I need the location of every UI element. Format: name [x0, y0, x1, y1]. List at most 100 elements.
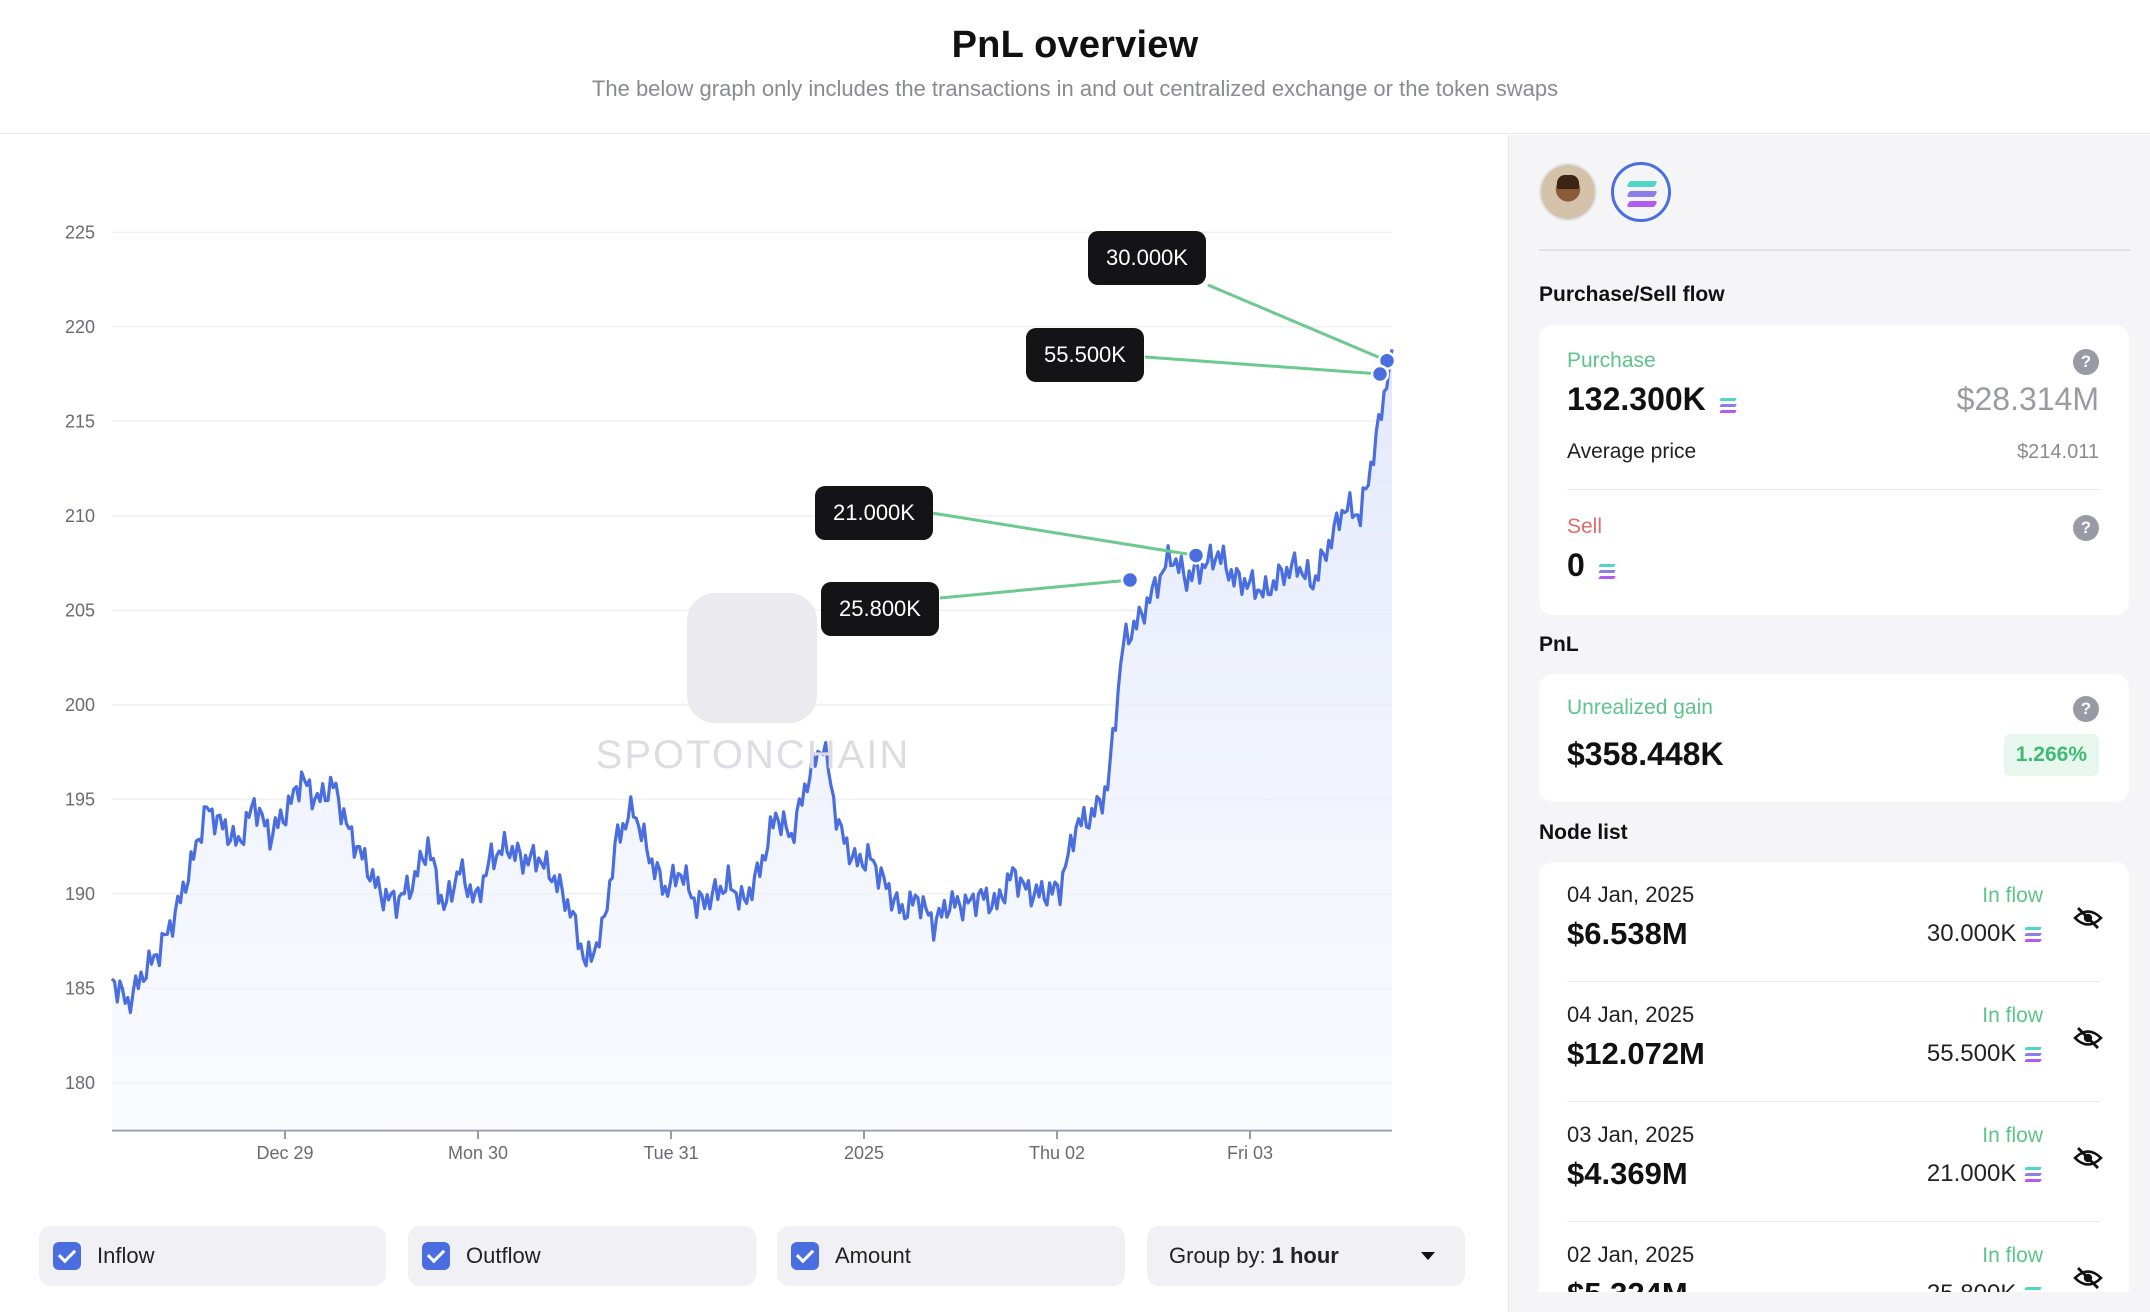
node-marker[interactable]: [1120, 570, 1140, 590]
page-title: PnL overview: [951, 24, 1199, 66]
purchase-label: Purchase: [1567, 349, 1656, 372]
divider: [1539, 249, 2130, 251]
node-list-card: 04 Jan, 2025 $6.538M In flow 30.000K 04 …: [1539, 862, 2129, 1312]
caret-down-icon[interactable]: [1421, 1252, 1435, 1260]
price-chart[interactable]: 180 185 190 195 200 205 210 215 220 225 Dec 29 Mon …: [0, 135, 1508, 1215]
average-price-label: Average price: [1567, 440, 1697, 463]
amount-label: Amount: [835, 1243, 911, 1268]
y-tick-label: 185: [65, 978, 95, 998]
marker-connector: [939, 578, 1131, 600]
node-list-title: Node list: [1539, 821, 1628, 844]
x-tick-label: Mon 30: [448, 1143, 508, 1163]
list-item[interactable]: 03 Jan, 2025 $4.369M In flow 21.000K: [1539, 1102, 2129, 1222]
marker-connector: [1144, 355, 1381, 376]
marker-tooltip: 30.000K: [1088, 231, 1206, 285]
y-tick-label: 190: [65, 884, 95, 904]
help-circle-icon[interactable]: ?: [2073, 515, 2099, 541]
node-amount: 21.000K: [1926, 1160, 2017, 1187]
page-subtitle: The below graph only includes the transa…: [591, 76, 1559, 101]
marker-connector: [1207, 283, 1388, 363]
divider: [1567, 1101, 2101, 1102]
node-marker[interactable]: [1186, 546, 1206, 565]
node-flow: In flow: [1982, 1004, 2043, 1027]
wallet-avatar[interactable]: [1539, 163, 1597, 221]
marker-tooltip: 25.800K: [821, 582, 939, 636]
series-line[interactable]: [110, 349, 1394, 1015]
pnl-title: PnL: [1539, 633, 1579, 656]
x-tick-label: 2025: [844, 1143, 884, 1163]
group-by-select[interactable]: Group by: 1 hour: [1147, 1226, 1465, 1286]
outflow-label: Outflow: [466, 1243, 541, 1268]
node-amount-row: 30.000K: [1927, 920, 2043, 948]
solana-token-icon: [1597, 563, 1617, 580]
node-marker[interactable]: [1370, 364, 1390, 384]
purchase-usd: $28.314M: [1956, 381, 2099, 417]
list-item[interactable]: 04 Jan, 2025 $12.072M In flow 55.500K: [1539, 982, 2129, 1102]
checkbox-checked-icon[interactable]: [791, 1242, 819, 1270]
x-tick-label: Thu 02: [1029, 1143, 1085, 1163]
node-flow: In flow: [1982, 1244, 2043, 1267]
help-circle-icon[interactable]: ?: [2073, 349, 2099, 375]
node-usd: $6.538M: [1567, 916, 1688, 951]
help-circle-icon[interactable]: ?: [2073, 696, 2099, 722]
checkbox-checked-icon[interactable]: [422, 1242, 450, 1270]
node-amount: 30.000K: [1926, 920, 2017, 947]
solana-token-icon: [2023, 1166, 2043, 1183]
eye-off-icon[interactable]: [2073, 1266, 2103, 1290]
node-flow: In flow: [1982, 884, 2043, 907]
y-tick-label: 195: [65, 789, 95, 809]
pnl-chart-area: 180 185 190 195 200 205 210 215 220 225 Dec 29 Mon …: [0, 135, 1508, 1312]
eye-off-icon[interactable]: [2073, 906, 2103, 930]
divider: [1567, 1221, 2101, 1222]
solana-token-icon[interactable]: [1611, 162, 1671, 222]
solana-token-icon: [1718, 397, 1738, 414]
node-amount-row: 55.500K: [1927, 1040, 2043, 1068]
node-date: 02 Jan, 2025: [1567, 1242, 1695, 1267]
sidebar-fade: [1509, 1292, 2150, 1312]
node-usd: $4.369M: [1567, 1156, 1688, 1191]
inflow-label: Inflow: [97, 1243, 155, 1268]
sidebar: Purchase/Sell flow Purchase ? 132.300K $…: [1508, 135, 2150, 1312]
solana-token-icon: [2023, 1046, 2043, 1063]
purchase-amount: 132.300K: [1567, 381, 1706, 417]
y-tick-label: 205: [65, 600, 95, 620]
unrealized-gain-label: Unrealized gain: [1567, 696, 1713, 719]
marker-tooltip: 55.500K: [1026, 328, 1144, 382]
node-date: 03 Jan, 2025: [1567, 1122, 1695, 1147]
node-date: 04 Jan, 2025: [1567, 882, 1695, 907]
y-tick-label: 220: [65, 317, 95, 337]
solana-token-icon: [2023, 926, 2043, 943]
x-tick-label: Tue 31: [643, 1143, 698, 1163]
y-tick-label: 215: [65, 411, 95, 431]
node-flow: In flow: [1982, 1124, 2043, 1147]
checkbox-checked-icon[interactable]: [53, 1242, 81, 1270]
sell-amount: 0: [1567, 547, 1585, 583]
node-amount: 55.500K: [1926, 1040, 2017, 1067]
node-amount-row: 21.000K: [1927, 1160, 2043, 1188]
unrealized-gain-value: $358.448K: [1567, 736, 1724, 772]
marker-tooltip: 21.000K: [815, 486, 933, 540]
y-tick-label: 200: [65, 695, 95, 715]
y-tick-label: 180: [65, 1073, 95, 1093]
y-tick-label: 225: [65, 222, 95, 242]
marker-connector: [931, 511, 1197, 557]
list-item[interactable]: 04 Jan, 2025 $6.538M In flow 30.000K: [1539, 862, 2129, 982]
group-by-label: Group by:: [1169, 1243, 1266, 1268]
node-date: 04 Jan, 2025: [1567, 1002, 1695, 1027]
series-area: [112, 349, 1392, 1130]
y-tick-label: 210: [65, 506, 95, 526]
average-price-value: $214.011: [2017, 441, 2099, 463]
divider: [1567, 489, 2101, 490]
pnl-card: Unrealized gain ? $358.448K 1.266%: [1539, 674, 2129, 802]
purchase-sell-card: Purchase ? 132.300K $28.314M Average pri…: [1539, 325, 2129, 615]
group-by-value: 1 hour: [1271, 1243, 1339, 1268]
eye-off-icon[interactable]: [2073, 1146, 2103, 1170]
inflow-toggle[interactable]: Inflow: [39, 1226, 386, 1286]
amount-toggle[interactable]: Amount: [777, 1226, 1125, 1286]
eye-off-icon[interactable]: [2073, 1026, 2103, 1050]
sell-label: Sell: [1567, 515, 1603, 538]
divider: [1567, 981, 2101, 982]
outflow-toggle[interactable]: Outflow: [408, 1226, 756, 1286]
page-header: PnL overview The below graph only includ…: [0, 0, 2150, 134]
purchase-amount-row: 132.300K: [1567, 381, 1738, 418]
